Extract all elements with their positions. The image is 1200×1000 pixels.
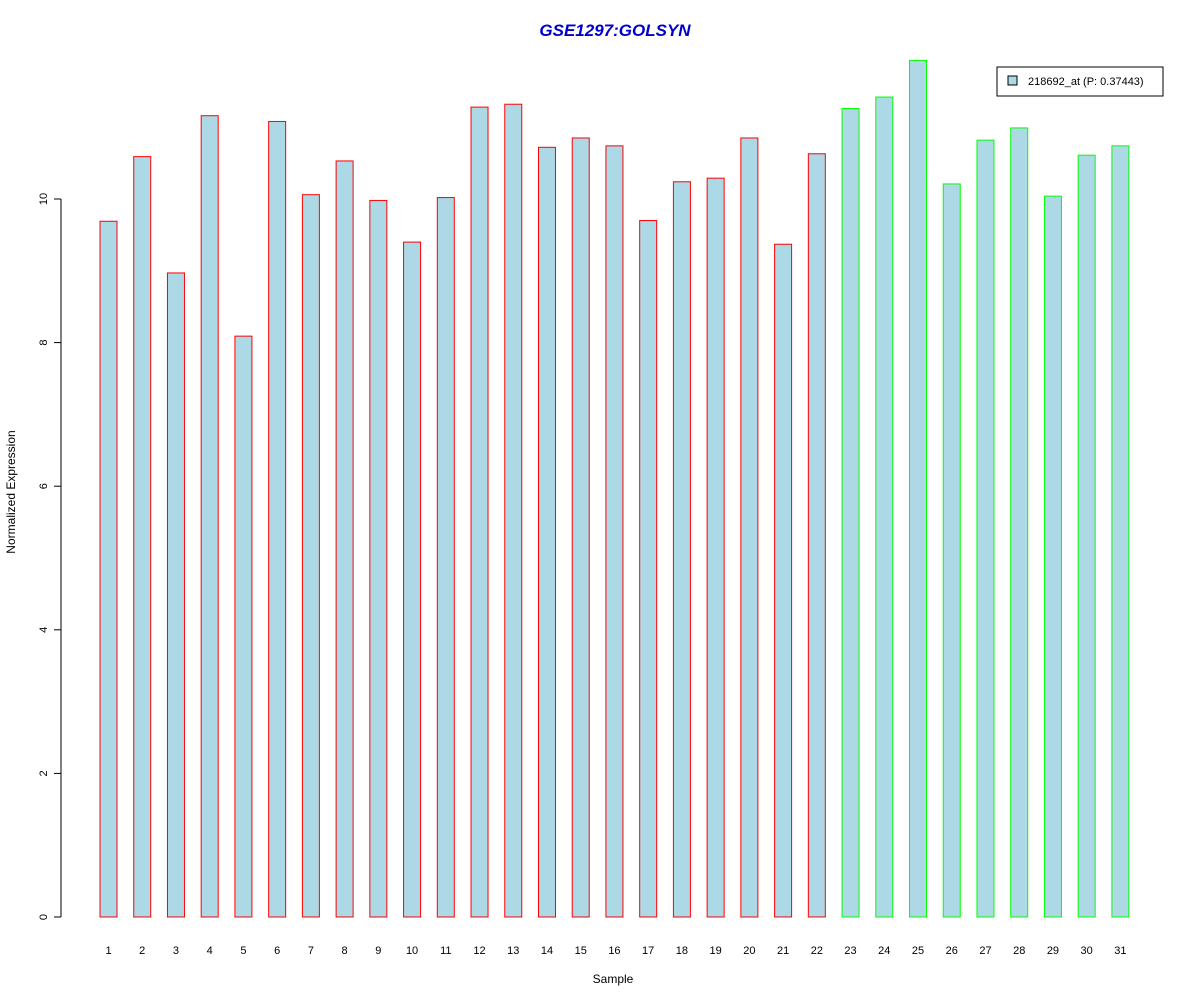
bar-sample-1 bbox=[99, 220, 118, 918]
x-tick-label: 12 bbox=[473, 945, 485, 957]
bar-sample-12 bbox=[470, 106, 489, 918]
x-tick-label: 16 bbox=[608, 945, 620, 957]
bar-sample-24 bbox=[875, 96, 894, 918]
x-tick-label: 14 bbox=[541, 945, 553, 957]
x-tick-label: 4 bbox=[207, 945, 213, 957]
legend: 218692_at (P: 0.37443) bbox=[996, 66, 1164, 97]
bar-sample-22 bbox=[807, 153, 826, 918]
bar-sample-10 bbox=[403, 241, 422, 918]
y-tick-label: 10 bbox=[38, 193, 50, 205]
chart-title: GSE1297:GOLSYN bbox=[539, 21, 691, 40]
x-tick-label: 28 bbox=[1013, 945, 1025, 957]
bar-sample-3 bbox=[166, 272, 185, 918]
x-tick-label: 21 bbox=[777, 945, 789, 957]
bar-sample-21 bbox=[774, 243, 793, 918]
x-tick-label: 8 bbox=[342, 945, 348, 957]
x-tick-label: 6 bbox=[274, 945, 280, 957]
x-tick-label: 30 bbox=[1081, 945, 1093, 957]
bar-sample-19 bbox=[706, 177, 725, 918]
x-tick-label: 26 bbox=[946, 945, 958, 957]
y-tick-label: 8 bbox=[38, 340, 50, 346]
bar-sample-18 bbox=[672, 181, 691, 918]
bar-sample-23 bbox=[841, 108, 860, 918]
bar-sample-30 bbox=[1077, 154, 1096, 918]
bar-sample-26 bbox=[942, 183, 961, 918]
y-axis: 0 2 4 6 8 10 bbox=[38, 193, 62, 920]
bar-sample-16 bbox=[605, 145, 624, 918]
x-tick-label: 18 bbox=[676, 945, 688, 957]
x-tick-label: 15 bbox=[575, 945, 587, 957]
bar-sample-11 bbox=[436, 197, 455, 918]
x-tick-label: 20 bbox=[743, 945, 755, 957]
y-tick-label: 2 bbox=[38, 770, 50, 776]
x-tick-label: 19 bbox=[710, 945, 722, 957]
legend-label: 218692_at (P: 0.37443) bbox=[1028, 76, 1144, 88]
y-tick-label: 0 bbox=[38, 914, 50, 920]
x-tick-label: 2 bbox=[139, 945, 145, 957]
bar-sample-15 bbox=[571, 137, 590, 918]
bar-sample-17 bbox=[639, 220, 658, 918]
bar-sample-27 bbox=[976, 139, 995, 918]
bar-sample-14 bbox=[537, 146, 556, 918]
bar-sample-4 bbox=[200, 115, 219, 918]
bar-sample-29 bbox=[1043, 195, 1062, 918]
bar-sample-9 bbox=[369, 199, 388, 918]
x-tick-label: 23 bbox=[844, 945, 856, 957]
x-tick-label: 29 bbox=[1047, 945, 1059, 957]
legend-swatch bbox=[1007, 75, 1018, 86]
x-tick-label: 3 bbox=[173, 945, 179, 957]
bar-sample-13 bbox=[504, 103, 523, 918]
x-tick-label: 1 bbox=[105, 945, 111, 957]
x-tick-label: 31 bbox=[1114, 945, 1126, 957]
x-tick-label: 9 bbox=[375, 945, 381, 957]
y-tick-label: 6 bbox=[38, 483, 50, 489]
bar-sample-25 bbox=[909, 59, 928, 918]
legend-box bbox=[996, 66, 1164, 97]
bar-sample-28 bbox=[1010, 127, 1029, 918]
bar-sample-8 bbox=[335, 160, 354, 918]
bar-sample-6 bbox=[268, 120, 287, 918]
x-tick-label: 27 bbox=[979, 945, 991, 957]
y-tick-label: 4 bbox=[38, 627, 50, 633]
bar-sample-7 bbox=[301, 194, 320, 918]
x-tick-label: 17 bbox=[642, 945, 654, 957]
bar-sample-31 bbox=[1111, 145, 1130, 918]
x-tick-label: 10 bbox=[406, 945, 418, 957]
bar-sample-20 bbox=[740, 137, 759, 918]
y-axis-label: Normalized Expression bbox=[4, 430, 18, 553]
x-axis-tick-labels: 1 2 3 4 5 6 7 8 9 10 11 12 13 14 15 16 17 18 19 20 21 22 23 24 2… bbox=[105, 945, 1126, 957]
x-tick-label: 24 bbox=[878, 945, 890, 957]
x-axis-label: Sample bbox=[593, 972, 634, 986]
bars bbox=[99, 59, 1130, 918]
x-tick-label: 5 bbox=[240, 945, 246, 957]
x-tick-label: 13 bbox=[507, 945, 519, 957]
x-tick-label: 25 bbox=[912, 945, 924, 957]
bar-sample-5 bbox=[234, 335, 253, 918]
x-tick-label: 7 bbox=[308, 945, 314, 957]
bar-sample-2 bbox=[133, 156, 152, 918]
x-tick-label: 22 bbox=[811, 945, 823, 957]
x-tick-label: 11 bbox=[440, 945, 451, 957]
